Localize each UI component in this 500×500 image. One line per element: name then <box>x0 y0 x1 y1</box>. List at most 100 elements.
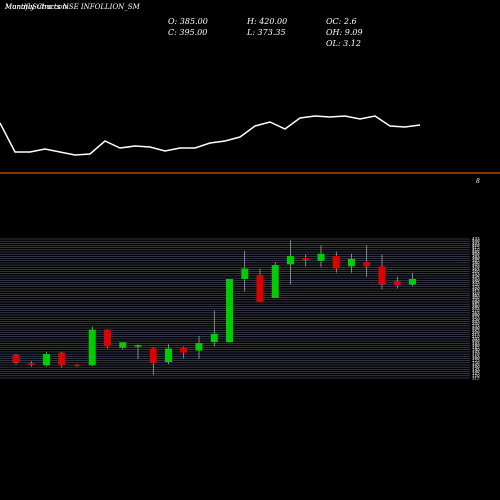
price-tick-label: 160 <box>472 356 480 361</box>
price-tick-label: 370 <box>472 265 480 270</box>
candle-body <box>73 364 81 367</box>
candle-body <box>210 333 218 343</box>
candle-body <box>271 265 279 298</box>
candlestick-series <box>12 240 416 376</box>
price-tick-label: 220 <box>472 330 480 335</box>
price-tick-label: 255 <box>472 315 480 320</box>
price-tick-label: 385 <box>472 258 480 263</box>
candle-body <box>378 266 386 285</box>
price-tick-label: 315 <box>472 289 480 294</box>
price-tick-label: 310 <box>472 291 480 296</box>
price-tick-label: 415 <box>472 245 480 250</box>
candle-body <box>119 342 127 348</box>
candle-body <box>43 353 50 366</box>
price-tick-label: 430 <box>472 239 480 244</box>
price-tick-label: 345 <box>472 276 480 281</box>
price-tick-label: 195 <box>472 341 480 346</box>
price-tick-label: 290 <box>472 299 480 304</box>
candle-body <box>88 329 96 366</box>
candle-body <box>409 279 416 285</box>
price-tick-label: 200 <box>472 339 480 344</box>
price-tick-label: 265 <box>472 310 480 315</box>
candle-body <box>393 281 401 286</box>
divider-label: 8 <box>476 178 480 185</box>
candle-body <box>256 274 264 303</box>
price-tick-label: 325 <box>472 284 480 289</box>
candle-body <box>332 255 340 269</box>
price-tick-label: 130 <box>472 369 480 374</box>
price-tick-label: 210 <box>472 334 480 339</box>
price-tick-label: 320 <box>472 286 480 291</box>
candle-body <box>134 345 142 347</box>
price-tick-label: 425 <box>472 241 480 246</box>
price-tick-label: 180 <box>472 347 480 352</box>
price-tick-label: 380 <box>472 260 480 265</box>
chart-title-b: Monthly Charts NSE INFOLLION_SM <box>5 3 140 11</box>
price-tick-label: 410 <box>472 247 480 252</box>
stat-high: H: 420.00 <box>247 17 288 26</box>
price-tick-label: 235 <box>472 323 480 328</box>
price-tick-label: 125 <box>472 371 480 376</box>
price-tick-label: 205 <box>472 336 480 341</box>
price-tick-label: 115 <box>472 376 480 381</box>
price-tick-label: 120 <box>472 373 480 378</box>
price-tick-label: 355 <box>472 271 480 276</box>
candle-body <box>12 354 20 363</box>
price-tick-label: 305 <box>472 293 480 298</box>
price-tick-label: 165 <box>472 354 480 359</box>
price-grid <box>0 238 470 379</box>
price-tick-label: 390 <box>472 256 480 261</box>
candle-body <box>287 255 294 265</box>
price-tick-label: 225 <box>472 328 480 333</box>
stat-oh: OH: 9.09 <box>326 28 363 37</box>
overlay-line <box>0 115 421 156</box>
price-tick-label: 400 <box>472 252 480 257</box>
price-tick-label: 275 <box>472 306 480 311</box>
price-tick-label: 185 <box>472 345 480 350</box>
candle-body <box>165 348 172 362</box>
candle-body <box>149 348 157 364</box>
stat-oc: OC: 2.6 <box>326 17 357 26</box>
candle-body <box>363 262 371 267</box>
price-tick-label: 280 <box>472 304 480 309</box>
price-tick-label: 360 <box>472 269 480 274</box>
price-tick-label: 295 <box>472 297 480 302</box>
price-tick-label: 260 <box>472 313 480 318</box>
candle-body <box>180 347 188 353</box>
price-tick-label: 140 <box>472 365 480 370</box>
price-tick-label: 240 <box>472 321 480 326</box>
price-tick-label: 270 <box>472 308 480 313</box>
price-tick-label: 340 <box>472 278 480 283</box>
stat-low: L: 373.35 <box>247 28 286 37</box>
price-tick-label: 190 <box>472 343 480 348</box>
price-tick-label: 330 <box>472 282 480 287</box>
price-tick-label: 135 <box>472 367 480 372</box>
price-axis-labels: 4354304254204154104054003953903853803753… <box>472 237 480 381</box>
price-tick-label: 285 <box>472 302 480 307</box>
candle-body <box>302 257 310 261</box>
chart-title-a: MunafaSutra.com <box>5 3 69 11</box>
candle-body <box>27 363 35 365</box>
candle-body <box>104 329 111 347</box>
price-tick-label: 335 <box>472 280 480 285</box>
price-tick-label: 215 <box>472 332 480 337</box>
stat-ol: OL: 3.12 <box>326 39 361 48</box>
price-tick-label: 350 <box>472 273 480 278</box>
price-tick-label: 300 <box>472 295 480 300</box>
price-tick-label: 395 <box>472 254 480 259</box>
candle-body <box>226 279 233 343</box>
price-tick-label: 150 <box>472 360 480 365</box>
price-tick-label: 420 <box>472 243 480 248</box>
price-tick-label: 375 <box>472 263 480 268</box>
price-tick-label: 145 <box>472 362 480 367</box>
candle-body <box>58 352 66 366</box>
price-tick-label: 175 <box>472 349 480 354</box>
candle-body <box>241 268 249 280</box>
stat-close: C: 395.00 <box>168 28 208 37</box>
price-tick-label: 250 <box>472 317 480 322</box>
price-tick-label: 365 <box>472 267 480 272</box>
candle-body <box>317 253 325 261</box>
price-tick-label: 405 <box>472 250 480 255</box>
candle-body <box>348 258 355 267</box>
